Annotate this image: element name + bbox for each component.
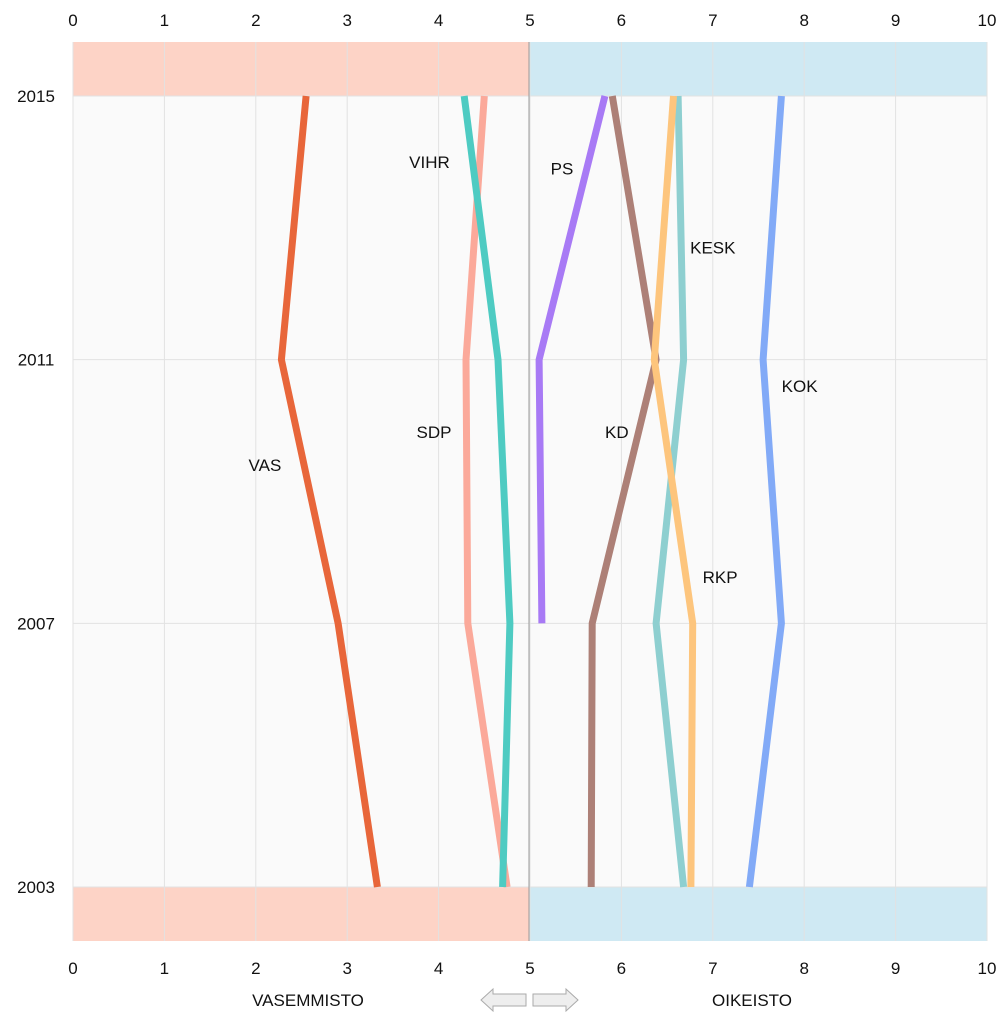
y-tick-label: 2011 — [18, 351, 55, 370]
x-tick-label-top: 6 — [617, 11, 626, 30]
x-tick-label-top: 2 — [251, 11, 260, 30]
double-arrow-icon — [480, 987, 579, 1012]
x-tick-label-bottom: 4 — [434, 959, 443, 978]
series-labels: VIHR PS KESK KOK SDP KD VAS RKP — [249, 153, 819, 587]
left-band-bottom — [73, 887, 529, 941]
right-arrow-icon — [532, 987, 579, 1012]
y-tick-label: 2003 — [17, 878, 55, 897]
series-line-kd — [587, 95, 660, 888]
series-line-vihr — [460, 95, 514, 888]
x-tick-label-top: 4 — [434, 11, 443, 30]
series-label-rkp: RKP — [703, 568, 738, 587]
series-line-vas — [277, 95, 381, 888]
series-line-ps — [535, 95, 609, 624]
gridlines — [72, 42, 988, 941]
y-tick-label: 2007 — [17, 614, 55, 633]
x-tick-label-bottom: 6 — [617, 959, 626, 978]
series-label-kesk: KESK — [690, 239, 736, 258]
series-line-sdp — [462, 95, 511, 888]
x-tick-label-bottom: 9 — [891, 959, 900, 978]
left-arrow-icon — [480, 987, 527, 1012]
y-axis: 2015 2011 2007 2003 — [17, 87, 55, 897]
left-axis-caption: VASEMMISTO — [252, 991, 364, 1010]
right-band-top — [529, 42, 987, 96]
right-band-bottom — [529, 887, 987, 941]
x-tick-label-top: 0 — [68, 11, 77, 30]
x-tick-label-bottom: 3 — [342, 959, 351, 978]
series-label-vihr: VIHR — [409, 153, 450, 172]
y-tick-label: 2015 — [17, 87, 55, 106]
series-label-ps: PS — [551, 160, 574, 179]
series-label-sdp: SDP — [417, 423, 452, 442]
series-lines — [277, 95, 785, 888]
series-label-kok: KOK — [782, 377, 819, 396]
x-tick-label-bottom: 10 — [978, 959, 997, 978]
x-axis-top: 0 1 2 3 4 5 6 7 8 9 10 — [68, 11, 996, 30]
x-tick-label-top: 5 — [525, 11, 534, 30]
x-tick-label-top: 7 — [708, 11, 717, 30]
x-tick-label-top: 3 — [342, 11, 351, 30]
x-tick-label-top: 8 — [799, 11, 808, 30]
right-axis-caption: OIKEISTO — [712, 991, 792, 1010]
x-tick-label-bottom: 7 — [708, 959, 717, 978]
x-axis-bottom: 0 1 2 3 4 5 6 7 8 9 10 — [68, 959, 996, 978]
series-line-kesk — [652, 95, 688, 888]
x-tick-label-top: 1 — [160, 11, 169, 30]
x-tick-label-bottom: 5 — [525, 959, 534, 978]
series-line-rkp — [650, 95, 697, 888]
series-label-kd: KD — [605, 423, 629, 442]
x-tick-label-bottom: 2 — [251, 959, 260, 978]
series-label-vas: VAS — [249, 456, 282, 475]
x-tick-label-top: 9 — [891, 11, 900, 30]
x-tick-label-bottom: 0 — [68, 959, 77, 978]
x-tick-label-bottom: 8 — [799, 959, 808, 978]
series-line-kok — [745, 95, 785, 888]
x-tick-label-top: 10 — [978, 11, 997, 30]
left-band-top — [73, 42, 529, 96]
x-tick-label-bottom: 1 — [160, 959, 169, 978]
